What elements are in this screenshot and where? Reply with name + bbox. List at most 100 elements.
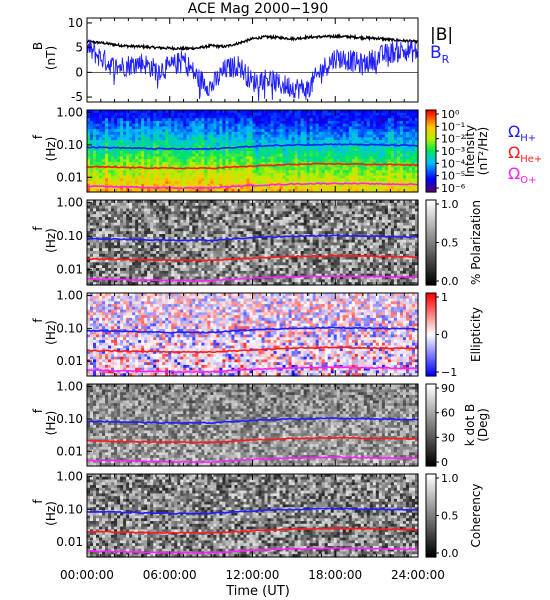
- heatmap-cell: [195, 137, 199, 141]
- heatmap-cell: [156, 120, 160, 125]
- heatmap-cell: [255, 181, 260, 185]
- heatmap-cell: [204, 115, 208, 119]
- heatmap-cell: [231, 115, 236, 119]
- heatmap-cell: [162, 170, 166, 174]
- heatmap-cell: [255, 151, 260, 155]
- heatmap-cell: [225, 120, 230, 125]
- heatmap-cell: [171, 156, 175, 160]
- heatmap-cell: [273, 167, 278, 171]
- heatmap-cell: [213, 115, 217, 119]
- heatmap-cell: [210, 115, 214, 119]
- heatmap-cell: [93, 181, 97, 185]
- heatmap-cell: [144, 142, 148, 147]
- heatmap-cell: [204, 145, 208, 149]
- heatmap-cell: [273, 145, 278, 149]
- heatmap-cell: [267, 134, 272, 138]
- heatmap-cell: [237, 115, 242, 119]
- heatmap-cell: [141, 120, 145, 125]
- heatmap-cell: [216, 156, 220, 160]
- heatmap-cell: [234, 156, 239, 160]
- heatmap-cell: [201, 134, 205, 138]
- heatmap-cell: [105, 120, 109, 125]
- heatmap-cell: [228, 129, 233, 133]
- heatmap-cell: [225, 148, 230, 152]
- heatmap-cell: [129, 131, 133, 136]
- heatmap-cell: [105, 115, 109, 119]
- heatmap-cell: [231, 110, 236, 114]
- heatmap-cell: [267, 112, 272, 117]
- heatmap-cell: [174, 172, 178, 177]
- heatmap-cell: [102, 153, 106, 158]
- heatmap-cell: [240, 123, 245, 127]
- heatmap-cell: [168, 170, 172, 174]
- heatmap-cell: [156, 142, 160, 147]
- heatmap-cell: [96, 131, 100, 136]
- heatmap-cell: [243, 110, 248, 114]
- heatmap-cell: [96, 167, 100, 171]
- heatmap-cell: [255, 148, 260, 152]
- heatmap-cell: [264, 118, 269, 122]
- heatmap-cell: [267, 110, 272, 114]
- heatmap-cell: [147, 170, 151, 174]
- heatmap-cell: [228, 153, 233, 158]
- y-axis-title: f: [31, 134, 45, 139]
- heatmap-cell: [111, 120, 115, 125]
- heatmap-cell: [168, 129, 172, 133]
- heatmap-cell: [123, 159, 127, 163]
- heatmap-cell: [144, 129, 148, 133]
- heatmap-cell: [222, 156, 227, 160]
- heatmap-cell: [198, 129, 202, 133]
- heatmap-cell: [207, 167, 211, 171]
- heatmap-cell: [207, 153, 211, 158]
- heatmap-cell: [219, 183, 224, 188]
- heatmap-cell: [225, 142, 230, 147]
- heatmap-cell: [237, 126, 242, 130]
- heatmap-cell: [87, 134, 91, 138]
- heatmap-cell: [105, 189, 109, 193]
- heatmap-cell: [129, 120, 133, 125]
- heatmap-cell: [147, 151, 151, 155]
- heatmap-cell: [126, 126, 130, 130]
- heatmap-cell: [126, 186, 130, 190]
- heatmap-cell: [129, 153, 133, 158]
- heatmap-cell: [195, 159, 199, 163]
- heatmap-cell: [261, 189, 266, 193]
- heatmap-cell: [126, 172, 130, 177]
- heatmap-cell: [114, 115, 118, 119]
- heatmap-cell: [90, 129, 94, 133]
- heatmap-cell: [111, 140, 115, 144]
- heatmap-cell: [123, 170, 127, 174]
- heatmap-cell: [228, 186, 233, 190]
- heatmap-cell: [135, 153, 139, 158]
- heatmap-cell: [186, 123, 190, 127]
- heatmap-cell: [117, 159, 121, 163]
- heatmap-cell: [228, 159, 233, 163]
- heatmap-cell: [189, 131, 193, 136]
- heatmap-cell: [129, 123, 133, 127]
- heatmap-cell: [123, 156, 127, 160]
- heatmap-cell: [210, 172, 214, 177]
- heatmap-cell: [117, 118, 121, 122]
- heatmap-cell: [144, 164, 148, 168]
- heatmap-cell: [99, 118, 103, 122]
- heatmap-cell: [105, 142, 109, 147]
- heatmap-cell: [183, 134, 187, 138]
- heatmap-cell: [138, 142, 142, 147]
- heatmap-cell: [198, 151, 202, 155]
- heatmap-cell: [219, 159, 224, 163]
- heatmap-cell: [210, 142, 214, 147]
- heatmap-cell: [87, 129, 91, 133]
- heatmap-cell: [93, 118, 97, 122]
- heatmap-cell: [159, 115, 163, 119]
- heatmap-cell: [87, 118, 91, 122]
- heatmap-cell: [171, 181, 175, 185]
- heatmap-cell: [282, 181, 287, 185]
- heatmap-cell: [99, 181, 103, 185]
- heatmap-cell: [264, 123, 269, 127]
- heatmap-cell: [135, 161, 139, 166]
- heatmap-cell: [249, 170, 254, 174]
- heatmap-cell: [219, 120, 224, 125]
- heatmap-cell: [243, 189, 248, 193]
- heatmap-cell: [177, 170, 181, 174]
- heatmap-cell: [264, 126, 269, 130]
